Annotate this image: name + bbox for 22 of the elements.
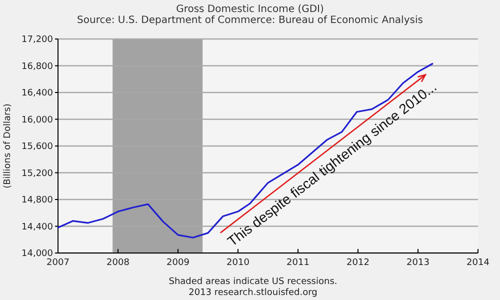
- text: Shaded areas indicate US recessions.: [168, 277, 338, 287]
- y-tick-label: 14,000: [22, 249, 54, 260]
- x-tick-label: 2008: [106, 258, 130, 268]
- x-tick-label: 2013: [406, 258, 430, 268]
- y-tick-label: 15,600: [22, 142, 54, 152]
- x-tick-label: 2012: [346, 258, 370, 268]
- chart-subtitle: Source: U.S. Department of Commerce: Bureau of Economic Analysis: [77, 15, 423, 26]
- x-tick-label: 2009: [166, 258, 190, 268]
- y-tick-label: 17,200: [22, 35, 54, 46]
- chart-title: Gross Domestic Income (GDI): [176, 4, 324, 15]
- y-axis-title: (Billions of Dollars): [3, 104, 13, 188]
- y-tick-label: 16,800: [22, 62, 54, 72]
- y-tick-label: 14,800: [22, 196, 54, 206]
- y-tick-label: 16,000: [22, 115, 54, 126]
- y-tick-label: 14,400: [22, 222, 54, 232]
- x-tick-label: 2014: [466, 258, 490, 268]
- x-tick-label: 2007: [46, 258, 70, 268]
- y-tick-label: 16,400: [22, 88, 54, 99]
- y-tick-label: 15,200: [22, 168, 54, 179]
- text: 2013 research.stlouisfed.org: [188, 288, 318, 298]
- x-tick-label: 2010: [226, 258, 250, 268]
- x-tick-label: 2011: [286, 258, 310, 268]
